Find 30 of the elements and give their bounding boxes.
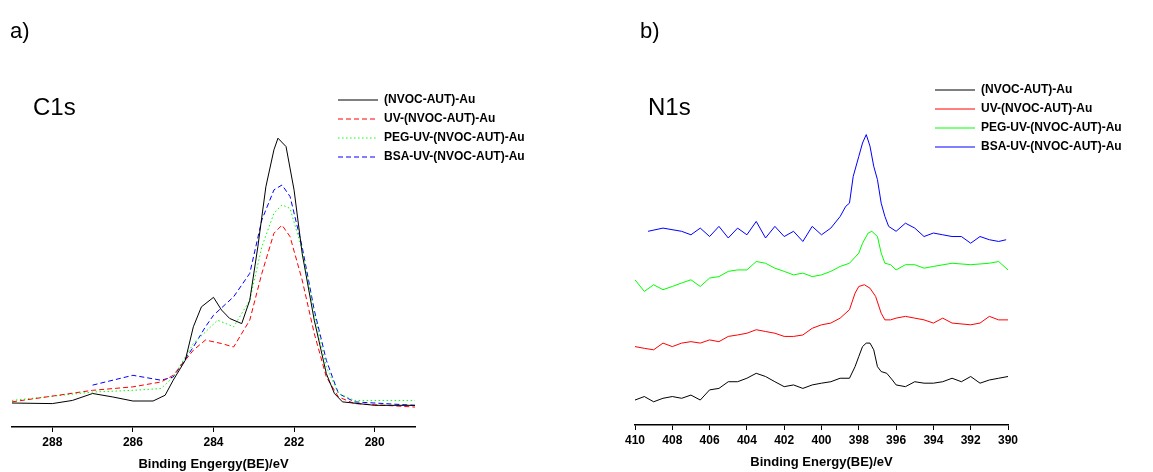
chart-title: b) bbox=[640, 18, 660, 43]
x-tick-label: 392 bbox=[960, 432, 982, 447]
x-tick-label: 406 bbox=[699, 432, 720, 447]
x-axis-title: Binding Engergy(BE)/eV bbox=[138, 455, 289, 471]
legend-label: PEG-UV-(NVOC-AUT)-Au bbox=[981, 120, 1122, 135]
x-tick-label: 398 bbox=[848, 432, 870, 447]
chart-title: a) bbox=[10, 18, 30, 43]
x-tick-label: 400 bbox=[811, 432, 832, 447]
legend-label: UV-(NVOC-AUT)-Au bbox=[384, 111, 496, 126]
x-tick-label: 390 bbox=[997, 432, 1019, 447]
legend-label: BSA-UV-(NVOC-AUT)-Au bbox=[384, 149, 525, 164]
x-tick-label: 410 bbox=[624, 432, 646, 447]
x-tick-label: 394 bbox=[923, 432, 944, 447]
x-axis-title: Binding Energy(BE)/eV bbox=[750, 453, 893, 469]
chart-subtitle: N1s bbox=[648, 93, 691, 120]
legend-label: (NVOC-AUT)-Au bbox=[981, 82, 1073, 97]
legend-label: PEG-UV-(NVOC-AUT)-Au bbox=[384, 130, 525, 145]
legend-label: BSA-UV-(NVOC-AUT)-Au bbox=[981, 139, 1122, 154]
x-tick-label: 288 bbox=[42, 434, 63, 449]
x-tick-label: 404 bbox=[736, 432, 758, 447]
chart-subtitle: C1s bbox=[33, 93, 76, 120]
x-tick-label: 284 bbox=[203, 434, 224, 449]
x-tick-label: 408 bbox=[662, 432, 683, 447]
x-tick-label: 396 bbox=[886, 432, 907, 447]
x-tick-label: 282 bbox=[284, 434, 305, 449]
legend-label: (NVOC-AUT)-Au bbox=[384, 92, 476, 107]
x-tick-label: 402 bbox=[774, 432, 795, 447]
x-tick-label: 280 bbox=[364, 434, 386, 449]
legend-label: UV-(NVOC-AUT)-Au bbox=[981, 101, 1093, 116]
x-tick-label: 286 bbox=[122, 434, 144, 449]
